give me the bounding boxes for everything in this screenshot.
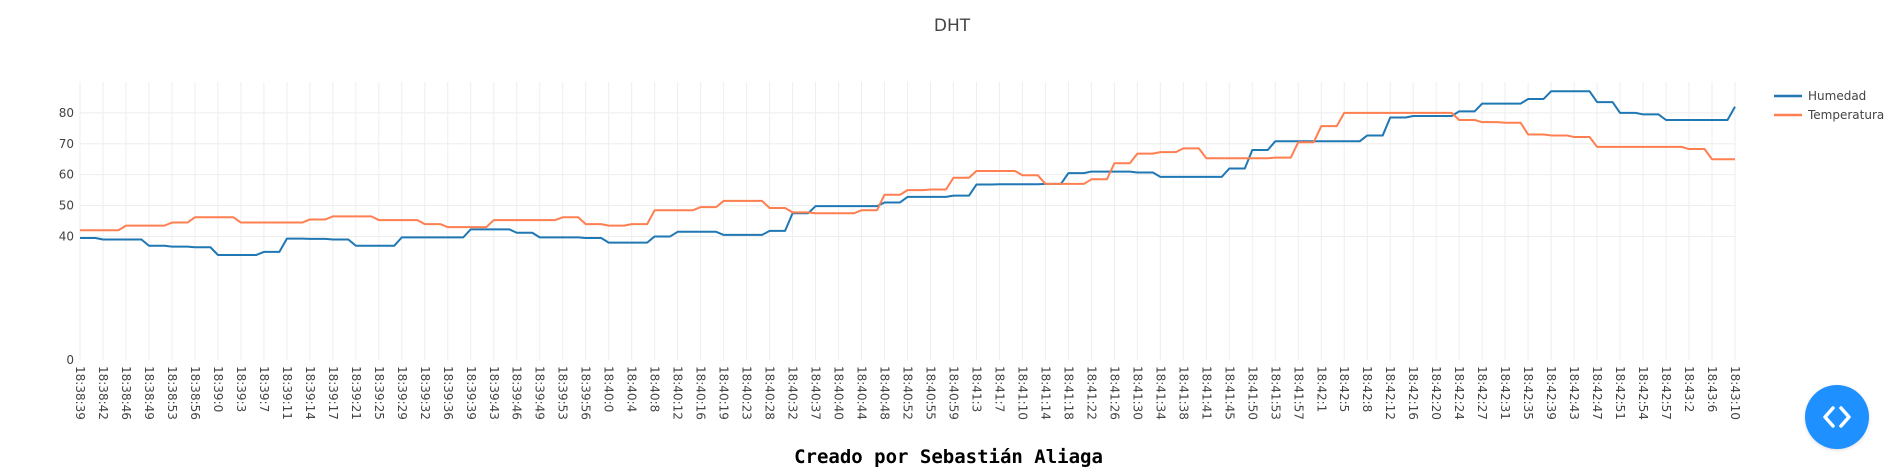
y-tick-label: 0: [66, 353, 74, 367]
x-tick-label: 18:42:16: [1406, 366, 1420, 420]
x-tick-label: 18:41:7: [992, 366, 1006, 412]
x-tick-label: 18:42:12: [1383, 366, 1397, 420]
footer-credit: Creado por Sebastián Aliaga: [794, 446, 1103, 468]
x-tick-label: 18:38:49: [142, 366, 156, 420]
x-tick-label: 18:41:30: [1130, 366, 1144, 420]
code-icon: [1823, 406, 1851, 428]
x-tick-label: 18:41:3: [969, 366, 983, 412]
x-tick-label: 18:41:50: [1245, 366, 1259, 420]
x-tick-label: 18:38:53: [165, 366, 179, 420]
x-tick-label: 18:39:53: [556, 366, 570, 420]
x-tick-label: 18:41:26: [1107, 366, 1121, 420]
x-tick-label: 18:40:0: [602, 366, 616, 412]
x-tick-label: 18:39:46: [510, 366, 524, 420]
legend[interactable]: Humedad Temperatura: [1774, 89, 1884, 122]
x-tick-label: 18:39:43: [487, 366, 501, 420]
x-tick-label: 18:40:19: [717, 366, 731, 420]
x-tick-label: 18:38:42: [96, 366, 110, 420]
x-tick-label: 18:39:32: [418, 366, 432, 420]
x-tick-label: 18:39:11: [280, 366, 294, 420]
x-tick-label: 18:38:46: [119, 366, 133, 420]
x-tick-label: 18:40:16: [694, 366, 708, 420]
x-tick-label: 18:40:23: [740, 366, 754, 420]
y-tick-label: 70: [59, 137, 74, 151]
x-tick-label: 18:42:39: [1544, 366, 1558, 420]
x-tick-label: 18:43:6: [1705, 366, 1719, 412]
x-tick-label: 18:41:45: [1222, 366, 1236, 420]
x-tick-label: 18:39:36: [441, 366, 455, 420]
x-tick-label: 18:42:57: [1659, 366, 1673, 420]
x-tick-label: 18:41:18: [1061, 366, 1075, 420]
x-tick-label: 18:41:57: [1291, 366, 1305, 420]
x-tick-label: 18:40:4: [625, 366, 639, 412]
x-tick-label: 18:39:29: [395, 366, 409, 420]
x-tick-label: 18:41:34: [1153, 366, 1167, 420]
y-tick-label: 40: [59, 229, 74, 243]
x-tick-label: 18:40:48: [878, 366, 892, 420]
x-tick-label: 18:40:12: [671, 366, 685, 420]
x-tick-label: 18:42:1: [1314, 366, 1328, 412]
x-tick-label: 18:42:24: [1452, 366, 1466, 420]
x-tick-label: 18:39:21: [349, 366, 363, 420]
x-tick-label: 18:39:14: [303, 366, 317, 420]
x-tick-label: 18:41:41: [1199, 366, 1213, 420]
x-tick-label: 18:42:51: [1613, 366, 1627, 420]
x-tick-label: 18:39:25: [372, 366, 386, 420]
x-tick-label: 18:40:59: [946, 366, 960, 420]
x-tick-label: 18:39:17: [326, 366, 340, 420]
x-tick-label: 18:42:54: [1636, 366, 1650, 420]
x-tick-label: 18:40:37: [809, 366, 823, 420]
y-axis-ticks: 0 40 50 60 70 80: [59, 106, 74, 367]
x-tick-label: 18:40:52: [901, 366, 915, 420]
x-tick-label: 18:38:39: [73, 366, 87, 420]
y-tick-label: 80: [59, 106, 74, 120]
x-tick-label: 18:42:27: [1475, 366, 1489, 420]
x-axis-ticks: 18:38:39 18:38:42 18:38:46 18:38:49 18:38:53…: [73, 366, 1742, 420]
legend-label: Temperatura: [1807, 108, 1884, 122]
x-tick-label: 18:39:56: [579, 366, 593, 420]
x-tick-label: 18:40:40: [832, 366, 846, 420]
y-tick-label: 50: [59, 199, 74, 213]
x-tick-label: 18:42:43: [1567, 366, 1581, 420]
chart: DHT 0 40 50 60 70 80 18:38:39 18:38:42 18:38:46…: [59, 16, 1885, 420]
x-tick-label: 18:39:7: [257, 366, 271, 412]
x-tick-label: 18:41:53: [1268, 366, 1282, 420]
x-tick-label: 18:41:38: [1176, 366, 1190, 420]
legend-item-humedad[interactable]: Humedad: [1774, 89, 1866, 103]
x-tick-label: 18:39:3: [234, 366, 248, 412]
x-tick-label: 18:41:22: [1084, 366, 1098, 420]
x-tick-label: 18:40:8: [648, 366, 662, 412]
x-tick-label: 18:40:28: [763, 366, 777, 420]
series-lines: [80, 90, 1736, 256]
legend-label: Humedad: [1808, 89, 1866, 103]
x-tick-label: 18:40:44: [855, 366, 869, 420]
chart-title: DHT: [934, 16, 971, 36]
x-tick-label: 18:43:2: [1682, 366, 1696, 412]
x-tick-label: 18:42:20: [1429, 366, 1443, 420]
code-button[interactable]: [1805, 385, 1869, 449]
x-tick-label: 18:42:5: [1337, 366, 1351, 412]
x-tick-label: 18:40:55: [923, 366, 937, 420]
x-tick-label: 18:42:35: [1521, 366, 1535, 420]
series-line-humedad: [80, 90, 1736, 256]
series-line-temperatura: [80, 111, 1735, 232]
x-tick-label: 18:43:10: [1728, 366, 1742, 420]
x-tick-label: 18:38:56: [188, 366, 202, 420]
x-tick-label: 18:39:39: [464, 366, 478, 420]
grid: [79, 82, 1736, 360]
x-tick-label: 18:42:8: [1360, 366, 1374, 412]
line-chart: DHT 0 40 50 60 70 80 18:38:39 18:38:42 18:38:46…: [59, 16, 1885, 420]
y-tick-label: 60: [59, 168, 74, 182]
x-tick-label: 18:41:10: [1015, 366, 1029, 420]
x-tick-label: 18:40:32: [786, 366, 800, 420]
x-tick-label: 18:41:14: [1038, 366, 1052, 420]
legend-item-temperatura[interactable]: Temperatura: [1774, 108, 1884, 122]
x-tick-label: 18:39:49: [533, 366, 547, 420]
x-tick-label: 18:42:47: [1590, 366, 1604, 420]
x-tick-label: 18:39:0: [211, 366, 225, 412]
x-tick-label: 18:42:31: [1498, 366, 1512, 420]
